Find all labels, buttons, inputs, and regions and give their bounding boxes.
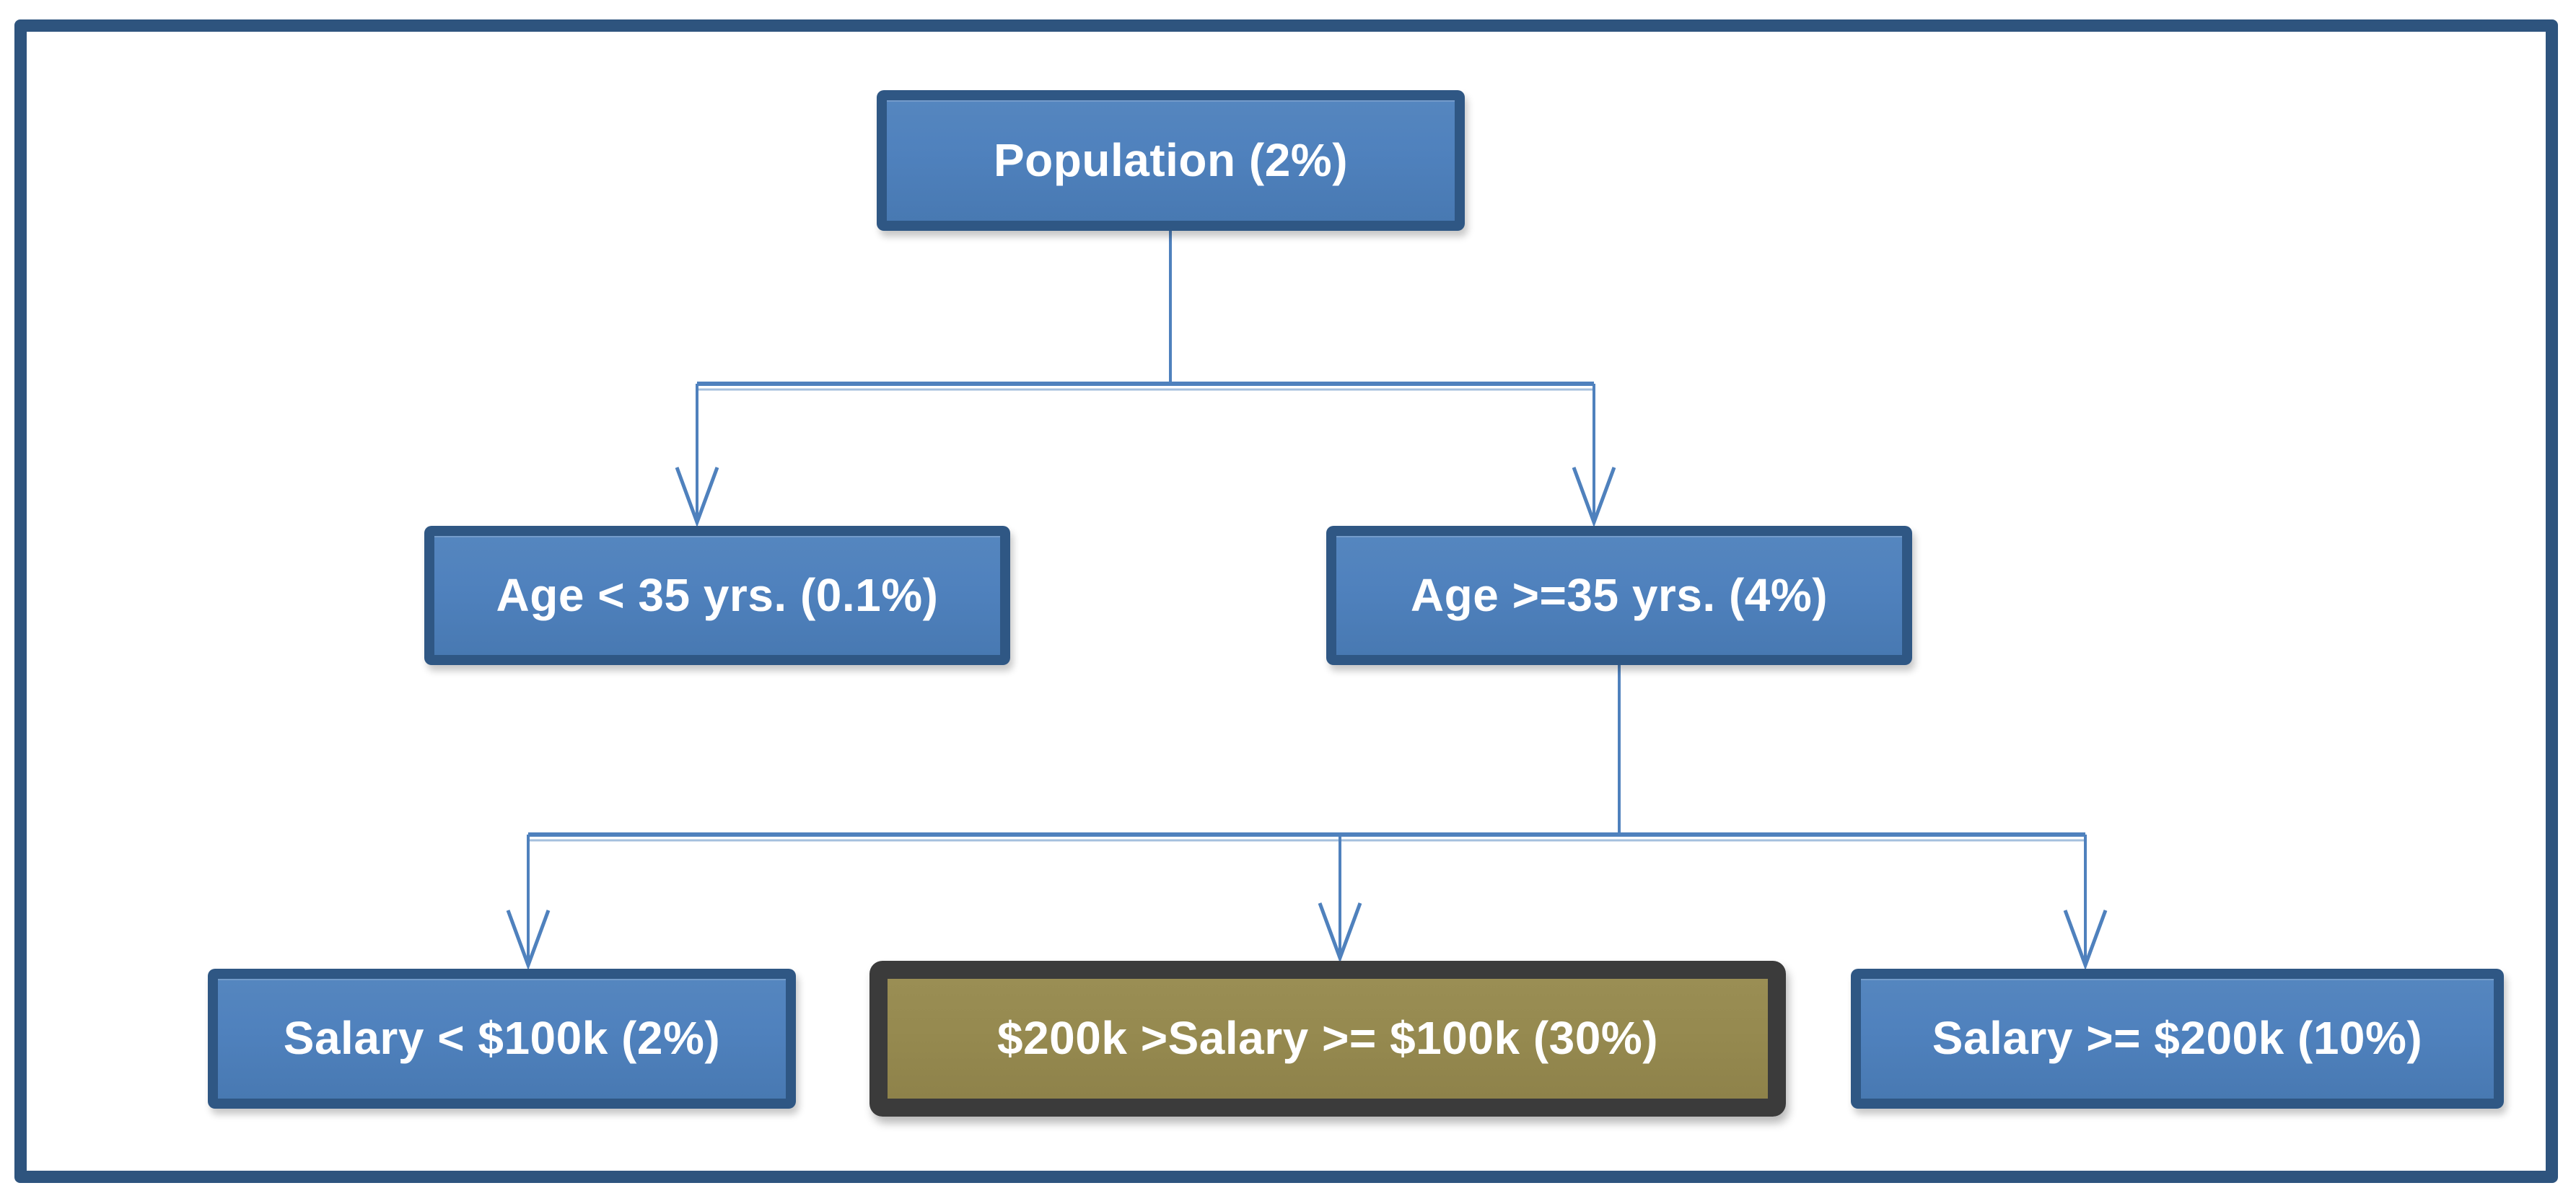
node-population: Population (2%) [877, 90, 1465, 231]
node-salary-lt-100k-label: Salary < $100k (2%) [283, 1012, 721, 1065]
arrowhead-age-lt-35 [675, 467, 719, 528]
node-age-ge-35: Age >=35 yrs. (4%) [1326, 526, 1912, 665]
outer-frame [14, 19, 2558, 1183]
node-age-lt-35-label: Age < 35 yrs. (0.1%) [496, 568, 939, 621]
node-salary-lt-100k: Salary < $100k (2%) [208, 969, 796, 1109]
arrowhead-salary-mid [1318, 902, 1362, 964]
node-age-lt-35: Age < 35 yrs. (0.1%) [424, 526, 1010, 665]
node-age-ge-35-label: Age >=35 yrs. (4%) [1410, 568, 1828, 621]
arrowhead-salary-lt-100k [506, 910, 551, 971]
node-salary-100k-to-200k-highlighted: $200k >Salary >= $100k (30%) [869, 961, 1786, 1117]
node-salary-ge-200k: Salary >= $200k (10%) [1851, 969, 2504, 1109]
node-salary-100k-to-200k-label: $200k >Salary >= $100k (30%) [996, 1012, 1659, 1065]
arrowhead-age-ge-35 [1572, 467, 1616, 528]
arrowhead-salary-ge-200k [2063, 910, 2108, 971]
node-salary-ge-200k-label: Salary >= $200k (10%) [1932, 1012, 2423, 1065]
node-population-label: Population (2%) [993, 133, 1349, 186]
